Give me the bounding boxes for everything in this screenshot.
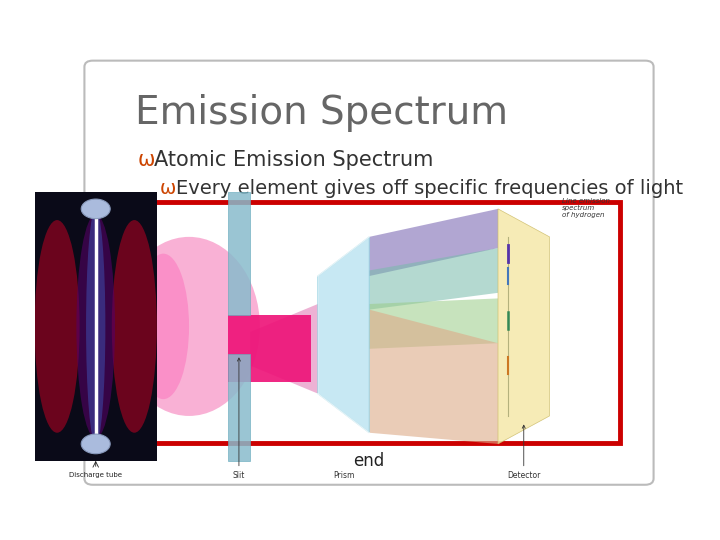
Text: Atomic Emission Spectrum: Atomic Emission Spectrum <box>154 150 433 170</box>
Polygon shape <box>369 248 498 309</box>
Ellipse shape <box>35 220 80 433</box>
Text: ω: ω <box>160 179 176 198</box>
Ellipse shape <box>81 434 110 454</box>
Bar <box>35 192 157 461</box>
Bar <box>228 315 311 382</box>
Polygon shape <box>250 304 318 394</box>
Bar <box>112 202 620 443</box>
FancyBboxPatch shape <box>84 60 654 485</box>
Polygon shape <box>369 299 498 349</box>
Ellipse shape <box>86 209 105 444</box>
Text: Discharge tube: Discharge tube <box>69 472 122 478</box>
Polygon shape <box>369 209 498 276</box>
Text: Every element gives off specific frequencies of light: Every element gives off specific frequen… <box>176 179 683 198</box>
Text: Detector: Detector <box>507 426 541 480</box>
Bar <box>228 192 250 315</box>
Ellipse shape <box>81 199 110 219</box>
Ellipse shape <box>118 237 260 416</box>
Bar <box>228 354 250 461</box>
Polygon shape <box>498 209 549 444</box>
Ellipse shape <box>76 214 115 438</box>
Text: Prism: Prism <box>333 471 354 480</box>
Polygon shape <box>318 237 369 433</box>
Ellipse shape <box>138 254 189 399</box>
Ellipse shape <box>112 220 157 433</box>
Text: ω: ω <box>138 150 155 170</box>
Polygon shape <box>369 309 498 444</box>
Text: end: end <box>354 452 384 470</box>
Text: Slit: Slit <box>233 358 245 480</box>
Text: Line emission
spectrum
of hydrogen: Line emission spectrum of hydrogen <box>562 198 611 218</box>
Text: Emission Spectrum: Emission Spectrum <box>135 94 508 132</box>
